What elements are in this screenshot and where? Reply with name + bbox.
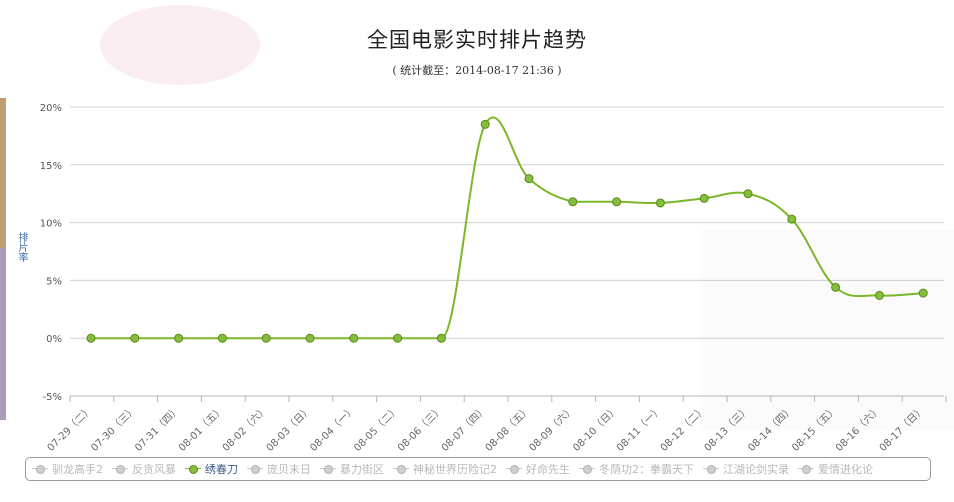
series-line — [91, 116, 924, 340]
legend-label: 庞贝末日 — [267, 463, 311, 476]
data-point — [918, 288, 928, 298]
legend-symbol-icon — [32, 464, 48, 474]
data-point — [305, 333, 315, 343]
line-chart: 20% 15% 10% 5% 0% -5%07-29（二）07-30（三）07-31（四）… — [40, 103, 947, 454]
x-tick-label: 07-29（二） — [45, 404, 95, 454]
y-tick-label: 5% — [46, 276, 62, 287]
data-point — [743, 189, 753, 199]
data-point — [655, 198, 665, 208]
legend-item[interactable]: 反贪风暴 — [112, 461, 176, 477]
x-tick-label: 08-11（一） — [614, 404, 664, 454]
legend-symbol-icon — [393, 464, 409, 474]
x-tick-label: 08-03（日） — [264, 404, 314, 454]
x-tick-label: 08-10（日） — [570, 404, 620, 454]
x-tick-label: 08-09（六） — [527, 404, 577, 454]
legend-item[interactable]: 庞贝末日 — [247, 461, 311, 477]
x-tick-label: 08-06（三） — [395, 404, 445, 454]
x-tick-label: 08-17（日） — [877, 404, 927, 454]
legend-label: 好命先生 — [526, 463, 570, 476]
x-tick-label: 08-04（一） — [308, 404, 358, 454]
x-tick-label: 08-07（四） — [439, 404, 489, 454]
x-tick-label: 08-01（五） — [176, 404, 226, 454]
legend-item[interactable]: 好命先生 — [506, 461, 570, 477]
y-tick-label: 15% — [40, 161, 62, 172]
x-tick-label: 08-05（二） — [351, 404, 401, 454]
data-point — [86, 333, 96, 343]
legend-item[interactable]: 绣春刀 — [185, 461, 238, 477]
data-point — [217, 333, 227, 343]
x-tick-label: 08-14（四） — [746, 404, 796, 454]
data-point — [874, 290, 884, 300]
data-point — [393, 333, 403, 343]
legend-label: 暴力街区 — [340, 463, 384, 476]
data-point — [524, 174, 534, 184]
chart-subtitle: ( 统计截至：2014-08-17 21:36 ) — [392, 64, 562, 77]
y-tick-label: 10% — [40, 219, 62, 230]
legend-symbol-icon — [185, 464, 201, 474]
legend-symbol-icon — [579, 464, 595, 474]
x-tick-label: 08-12（二） — [658, 404, 708, 454]
data-point — [436, 333, 446, 343]
x-tick-label: 07-30（三） — [89, 404, 139, 454]
x-tick-label: 08-15（五） — [789, 404, 839, 454]
data-point — [831, 282, 841, 292]
legend-item[interactable]: 暴力街区 — [320, 461, 384, 477]
legend-item[interactable]: 江湖论剑实录 — [703, 461, 789, 477]
chart-title: 全国电影实时排片趋势 — [367, 28, 587, 52]
legend-label: 绣春刀 — [205, 463, 238, 476]
x-tick-label: 08-16（六） — [833, 404, 883, 454]
legend-symbol-icon — [112, 464, 128, 474]
x-tick-label: 08-08（五） — [483, 404, 533, 454]
legend-symbol-icon — [703, 464, 719, 474]
legend-symbol-icon — [506, 464, 522, 474]
x-tick-label: 07-31（四） — [132, 404, 182, 454]
legend-item[interactable]: 冬荫功2：拳霸天下 — [579, 461, 694, 477]
data-point — [480, 119, 490, 129]
legend-label: 神秘世界历险记2 — [413, 463, 497, 476]
legend-item[interactable]: 爱情进化论 — [798, 461, 873, 477]
y-axis-label: 排片率 — [16, 232, 27, 262]
legend: 驯龙高手2 反贪风暴 绣春刀 庞贝末日 暴力街区 神秘世界历险记2 好命先生 冬荫功2：拳霸天… — [25, 457, 931, 481]
legend-label: 驯龙高手2 — [52, 463, 103, 476]
legend-item[interactable]: 神秘世界历险记2 — [393, 461, 497, 477]
y-tick-label: 0% — [46, 334, 62, 345]
data-point — [699, 193, 709, 203]
data-point — [261, 333, 271, 343]
legend-label: 冬荫功2：拳霸天下 — [599, 463, 694, 476]
legend-label: 江湖论剑实录 — [723, 463, 789, 476]
legend-label: 爱情进化论 — [818, 463, 873, 476]
data-point — [174, 333, 184, 343]
data-point — [130, 333, 140, 343]
legend-symbol-icon — [247, 464, 263, 474]
x-tick-label: 08-02（六） — [220, 404, 270, 454]
legend-label: 反贪风暴 — [132, 463, 176, 476]
data-point — [612, 197, 622, 207]
legend-item[interactable]: 驯龙高手2 — [32, 461, 103, 477]
data-point — [568, 197, 578, 207]
y-tick-label: -5% — [43, 392, 62, 403]
legend-symbol-icon — [320, 464, 336, 474]
y-tick-label: 20% — [40, 103, 62, 114]
x-tick-label: 08-13（三） — [702, 404, 752, 454]
data-point — [787, 214, 797, 224]
legend-symbol-icon — [798, 464, 814, 474]
data-point — [349, 333, 359, 343]
